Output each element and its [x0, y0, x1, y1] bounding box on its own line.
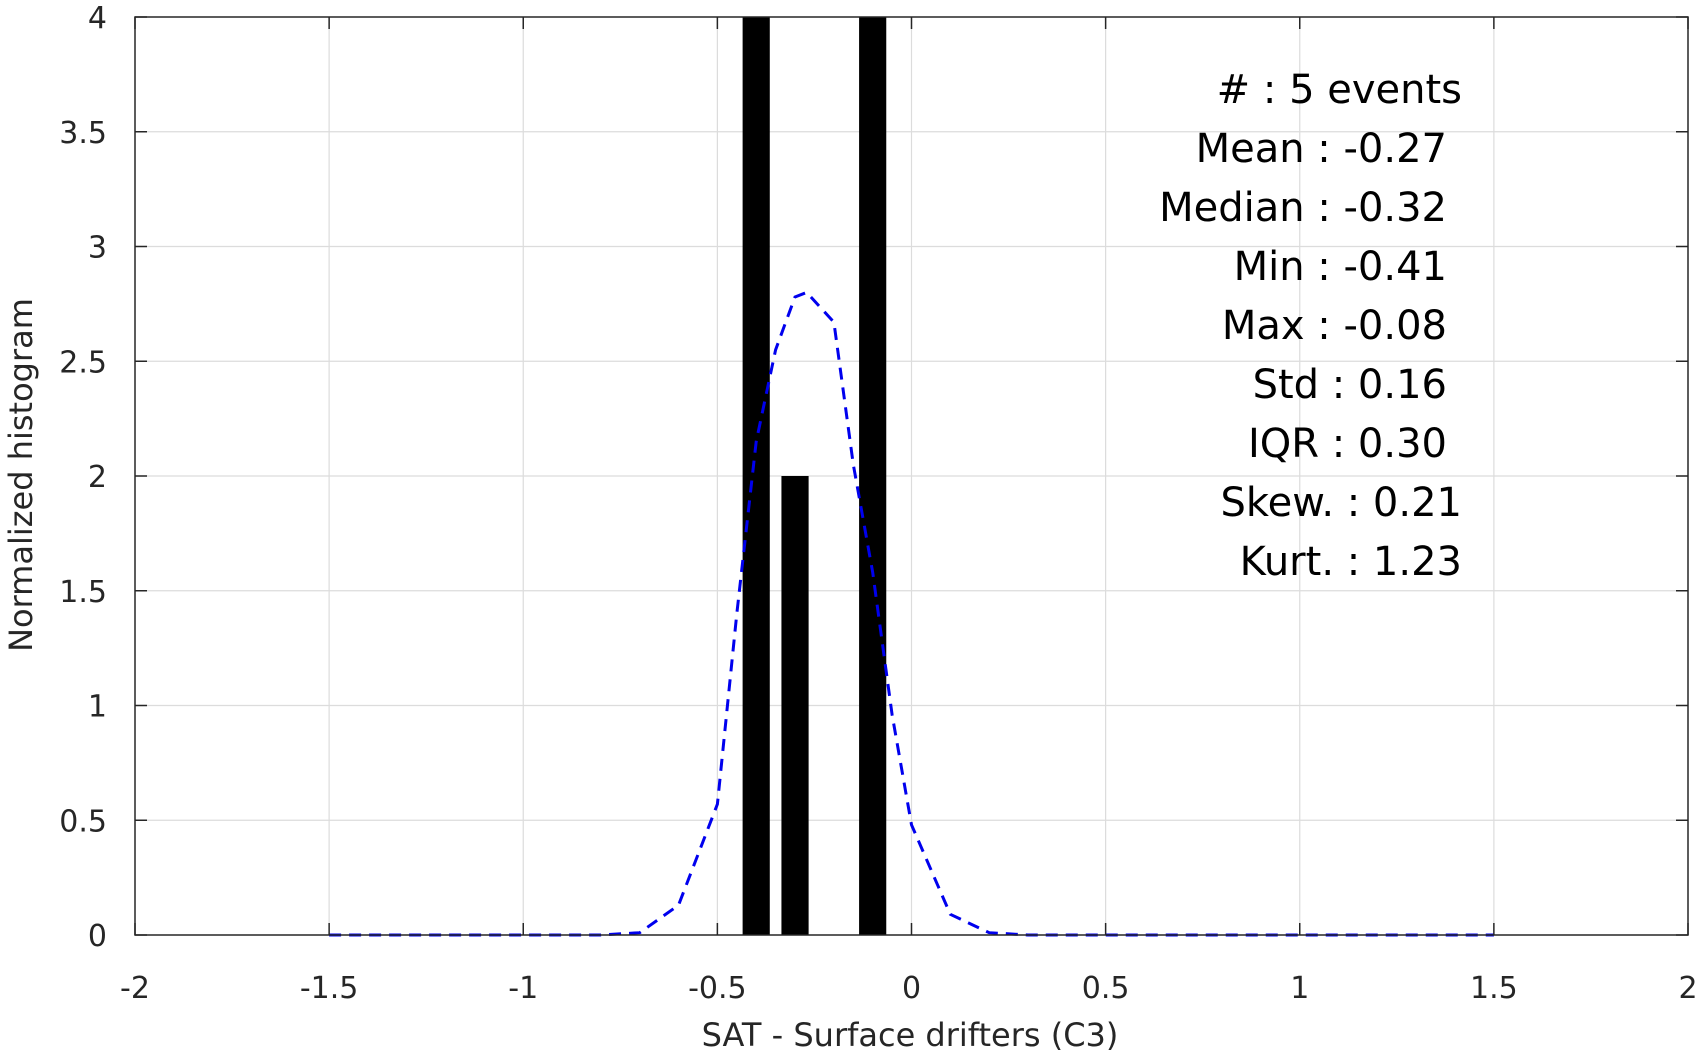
y-tick-label: 0 [88, 919, 107, 954]
y-tick-label: 0.5 [59, 804, 107, 839]
stat-line: Std : 0.16 [1253, 362, 1447, 408]
histogram-bars [742, 17, 887, 935]
grid-lines [135, 17, 1688, 935]
x-tick-label: 2 [1678, 971, 1697, 1006]
y-axis-label: Normalized histogram [2, 298, 40, 652]
stat-line: Median : -0.32 [1159, 185, 1447, 231]
x-tick-label: -1 [508, 971, 538, 1006]
y-tick-label: 3 [88, 231, 107, 266]
statistics-annotation: # : 5 events Mean : -0.27 Median : -0.32 Mi… [1159, 67, 1462, 585]
axes-frame [134, 16, 1689, 936]
x-axis-label: SAT - Surface drifters (C3) [702, 1016, 1119, 1053]
y-tick-label: 2 [88, 460, 107, 495]
x-tick-label: -2 [120, 971, 150, 1006]
x-tick-label: -0.5 [688, 971, 747, 1006]
stat-line: Mean : -0.27 [1196, 126, 1447, 172]
stat-line: Skew. : 0.21 [1221, 480, 1462, 526]
histogram-bar [742, 17, 770, 935]
y-tick-label: 3.5 [59, 116, 107, 151]
histogram-bar [781, 476, 809, 935]
x-tick-labels: -2 -1.5 -1 -0.5 0 0.5 1 1.5 2 [120, 971, 1698, 1006]
stat-line: IQR : 0.30 [1248, 421, 1447, 467]
y-tick-label: 1.5 [59, 575, 107, 610]
x-tick-label: -1.5 [300, 971, 359, 1006]
y-tick-label: 2.5 [59, 345, 107, 380]
x-tick-label: 1 [1290, 971, 1309, 1006]
stat-line: Min : -0.41 [1234, 244, 1447, 290]
x-tick-label: 1.5 [1470, 971, 1518, 1006]
stat-line: Max : -0.08 [1222, 303, 1447, 349]
stat-line: Kurt. : 1.23 [1240, 539, 1462, 585]
y-tick-labels: 0 0.5 1 1.5 2 2.5 3 3.5 4 [59, 1, 107, 954]
stat-line: # : 5 events [1217, 67, 1462, 113]
x-tick-label: 0 [902, 971, 921, 1006]
y-tick-label: 1 [88, 690, 107, 725]
x-tick-label: 0.5 [1082, 971, 1130, 1006]
histogram-bar [859, 17, 887, 935]
y-tick-label: 4 [88, 1, 107, 36]
